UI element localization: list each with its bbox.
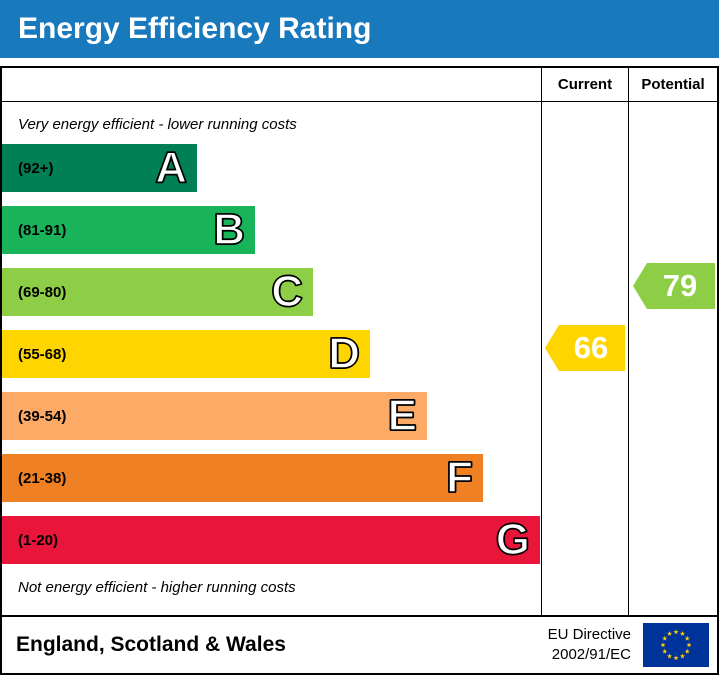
band-letter: C [270,267,303,316]
eu-directive-text: EU Directive 2002/91/EC [548,625,631,665]
potential-column-divider [628,68,629,615]
current-marker: 66 [545,325,625,371]
band-range-label: (92+) [18,159,54,177]
band-range-label: (21-38) [18,469,67,487]
band-row-d: (55-68) D [2,330,370,378]
title-bar: Energy Efficiency Rating [0,0,719,58]
eu-directive-line2: 2002/91/EC [551,646,631,663]
band-range-label: (69-80) [18,283,67,301]
band-letter: B [212,205,245,254]
band-range-label: (39-54) [18,407,67,425]
band-row-a: (92+) A [2,144,197,192]
band-row-e: (39-54) E [2,392,427,440]
current-value: 66 [573,330,609,365]
band-letter: F [445,453,473,502]
eu-directive-line1: EU Directive [547,626,631,643]
band-row-f: (21-38) F [2,454,483,502]
current-column-divider [541,68,542,615]
band-row-b: (81-91) B [2,206,255,254]
region-label: England, Scotland & Wales [16,633,286,656]
epc-chart: Current Potential Very energy efficient … [0,66,719,617]
column-header-potential: Potential [641,76,705,93]
band-range-label: (81-91) [18,221,67,239]
band-row-g: (1-20) G [2,516,540,564]
band-range-label: (55-68) [18,345,67,363]
top-note: Very energy efficient - lower running co… [18,116,297,133]
potential-marker: 79 [633,263,715,309]
bottom-note: Not energy efficient - higher running co… [18,579,296,596]
eu-flag [643,623,709,667]
potential-value: 79 [662,268,698,303]
column-header-underline [2,101,717,102]
band-letter: A [154,143,187,192]
eu-flag-image [643,623,709,667]
band-letter: G [495,515,531,564]
band-range-label: (1-20) [18,531,59,549]
band-row-c: (69-80) C [2,268,313,316]
band-letter: D [327,329,360,378]
rating-bands: Very energy efficient - lower running co… [2,103,541,597]
band-letter: E [387,391,418,440]
footer: England, Scotland & Wales EU Directive 2… [0,617,719,675]
column-header-current: Current [557,76,613,93]
page-title: Energy Efficiency Rating [18,12,372,45]
